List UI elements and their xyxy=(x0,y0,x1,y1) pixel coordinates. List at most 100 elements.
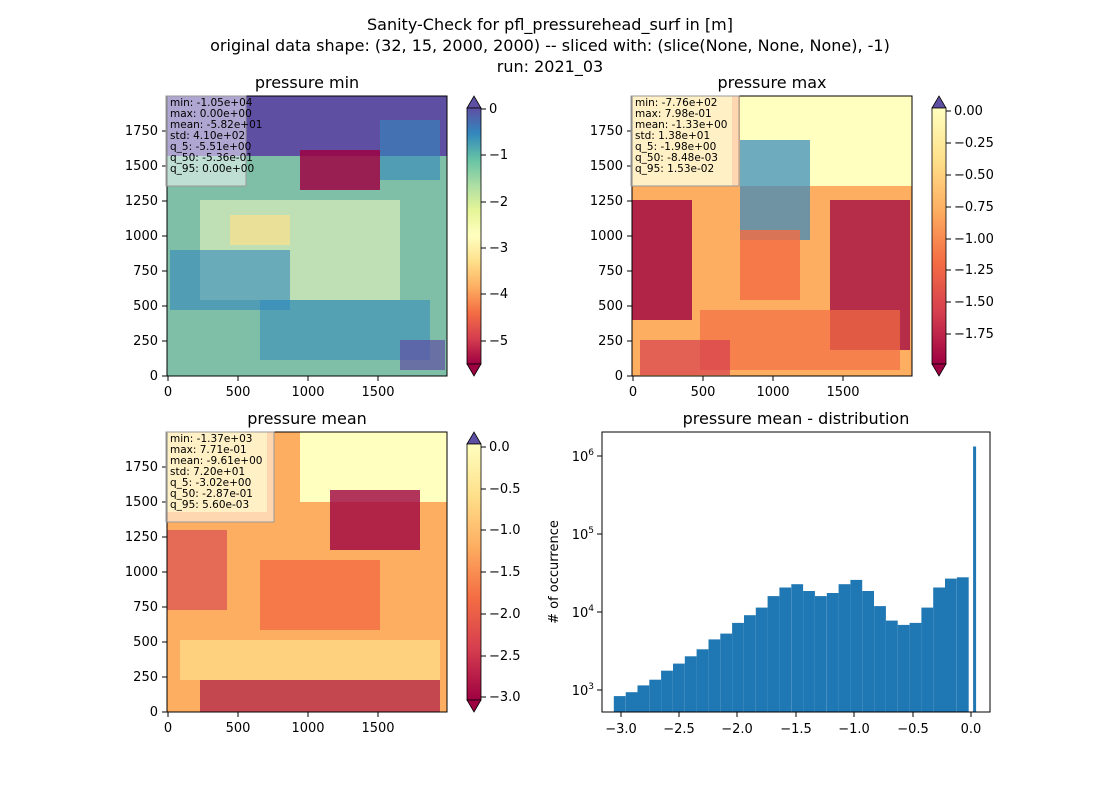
histogram-bar xyxy=(838,584,851,712)
stats-box: min: -1.37e+03 max: 7.71e-01 mean: -9.61… xyxy=(165,431,275,523)
y-tick-label: 250 xyxy=(598,334,623,349)
colorbar-tick-label: −0.50 xyxy=(954,168,994,183)
stat-line: std: 4.10e+02 xyxy=(170,130,245,142)
colorbar-tick-label: −1.0 xyxy=(489,523,521,538)
heatmap-image xyxy=(167,96,447,376)
histogram-bar xyxy=(696,649,709,712)
colorbar-tick-label: −1.5 xyxy=(489,565,521,580)
x-tick-label: 1500 xyxy=(361,721,394,736)
panel-pressure-mean: pressure mean 0 500 1000 1500 xyxy=(125,409,521,736)
x-tick-label: 1000 xyxy=(756,385,789,400)
stat-line: min: -1.05e+04 xyxy=(170,97,253,109)
x-tick-label: 1500 xyxy=(826,385,859,400)
histogram-x-tick: −0.5 xyxy=(897,722,929,737)
histogram-y-tick: 106 xyxy=(572,448,595,465)
y-axis: 0 250 500 750 1000 1250 1500 1750 xyxy=(125,460,167,720)
y-tick-label: 1250 xyxy=(125,530,158,545)
x-tick-label: 1500 xyxy=(361,385,394,400)
histogram-bar xyxy=(732,622,744,712)
colorbar-tick-label: −2 xyxy=(489,195,508,210)
colorbar-tick-label: −4 xyxy=(489,287,508,302)
histogram-bar xyxy=(637,685,650,712)
histogram-x-tick: 0.0 xyxy=(961,722,982,737)
x-tick-label: 0 xyxy=(164,721,172,736)
y-tick-label: 1750 xyxy=(125,124,158,139)
histogram-y-tick: 103 xyxy=(572,682,594,699)
histogram-bar xyxy=(684,656,697,712)
histogram-bar xyxy=(945,578,957,712)
histogram-bar xyxy=(720,633,733,712)
stats-box: min: -1.05e+04 max: 0.00e+00 mean: -5.82… xyxy=(165,95,262,187)
histogram-title: pressure mean - distribution xyxy=(683,409,910,428)
histogram-bar xyxy=(755,607,768,712)
x-tick-label: 500 xyxy=(226,385,251,400)
y-tick-label: 1250 xyxy=(590,194,623,209)
y-tick-label: 1500 xyxy=(125,159,158,174)
histogram-bar xyxy=(708,639,721,712)
y-tick-label: 1500 xyxy=(125,495,158,510)
colorbar-tick-label: 0.0 xyxy=(489,440,510,455)
y-tick-label: 750 xyxy=(598,264,623,279)
stat-line: q_95: 1.53e-02 xyxy=(635,163,714,175)
stat-line: mean: -5.82e+01 xyxy=(170,119,262,131)
x-tick-label: 0 xyxy=(164,385,172,400)
figure-title-line-3: run: 2021_03 xyxy=(497,57,603,77)
y-tick-label: 0 xyxy=(150,369,158,384)
histogram-bar xyxy=(767,596,780,712)
histogram-bar xyxy=(803,591,815,712)
histogram-y-tick: 105 xyxy=(572,526,594,543)
stat-line: min: -7.76e+02 xyxy=(635,97,717,109)
y-tick-label: 1000 xyxy=(125,565,158,580)
histogram-bar xyxy=(850,579,863,712)
stat-line: q_50: -2.87e-01 xyxy=(170,488,253,500)
figure-title-line-2: original data shape: (32, 15, 2000, 2000… xyxy=(210,36,890,55)
panel-histogram: pressure mean - distribution # of occurr… xyxy=(547,409,991,737)
stat-line: std: 1.38e+01 xyxy=(635,130,710,142)
histogram-bar xyxy=(814,596,827,712)
stat-line: std: 7.20e+01 xyxy=(170,466,245,478)
histogram-bar xyxy=(826,593,839,712)
stat-line: max: 7.71e-01 xyxy=(170,444,247,456)
histogram-x-tick: −2.5 xyxy=(663,722,695,737)
y-axis: 0 250 500 750 1000 1250 1500 1750 xyxy=(125,124,167,384)
stat-line: mean: -9.61e+00 xyxy=(170,455,262,467)
y-tick-label: 1500 xyxy=(590,159,623,174)
colorbar-tick-label: −2.5 xyxy=(489,649,521,664)
histogram-bar xyxy=(779,587,792,712)
colorbar-tick-label: −1.50 xyxy=(954,295,994,310)
x-axis: 0 500 1000 1500 xyxy=(629,376,860,400)
histogram-x-axis: −3.0 −2.5 −2.0 −1.5 −1.0 −0.5 0.0 xyxy=(605,712,981,737)
histogram-bar xyxy=(625,692,638,712)
colorbar-tick-label: −3 xyxy=(489,241,508,256)
x-tick-label: 1000 xyxy=(291,721,324,736)
panel-pressure-max: pressure max 0 500 1000 1500 xyxy=(590,73,994,400)
histogram-bar xyxy=(673,663,685,712)
y-tick-label: 1250 xyxy=(125,194,158,209)
y-tick-label: 1000 xyxy=(125,229,158,244)
colorbar-tick-label: −5 xyxy=(489,334,508,349)
x-tick-label: 500 xyxy=(226,721,251,736)
x-tick-label: 500 xyxy=(691,385,716,400)
stat-line: max: 0.00e+00 xyxy=(170,108,252,120)
histogram-bar xyxy=(744,615,756,712)
colorbar-tick-label: −2.0 xyxy=(489,607,521,622)
histogram-bar xyxy=(862,591,874,712)
stat-line: q_95: 0.00e+00 xyxy=(170,163,254,175)
histogram-bar xyxy=(921,607,934,712)
histogram-bar xyxy=(885,620,898,712)
y-tick-label: 500 xyxy=(598,299,623,314)
stat-line: q_5: -3.02e+00 xyxy=(170,477,251,489)
y-tick-label: 0 xyxy=(150,705,158,720)
stat-line: mean: -1.33e+00 xyxy=(635,119,727,131)
colorbar-tick-label: −1.25 xyxy=(954,263,994,278)
histogram-y-axis: 103 104 105 106 xyxy=(572,448,602,699)
y-tick-label: 250 xyxy=(133,334,158,349)
histogram-bar xyxy=(897,624,910,712)
stat-line: q_50: -5.36e-01 xyxy=(170,152,253,164)
colorbar-tick-label: −1 xyxy=(489,148,508,163)
stat-line: q_50: -8.48e-03 xyxy=(635,152,718,164)
colorbar-tick-label: −1.00 xyxy=(954,232,994,247)
y-tick-label: 1000 xyxy=(590,229,623,244)
x-tick-label: 0 xyxy=(629,385,637,400)
